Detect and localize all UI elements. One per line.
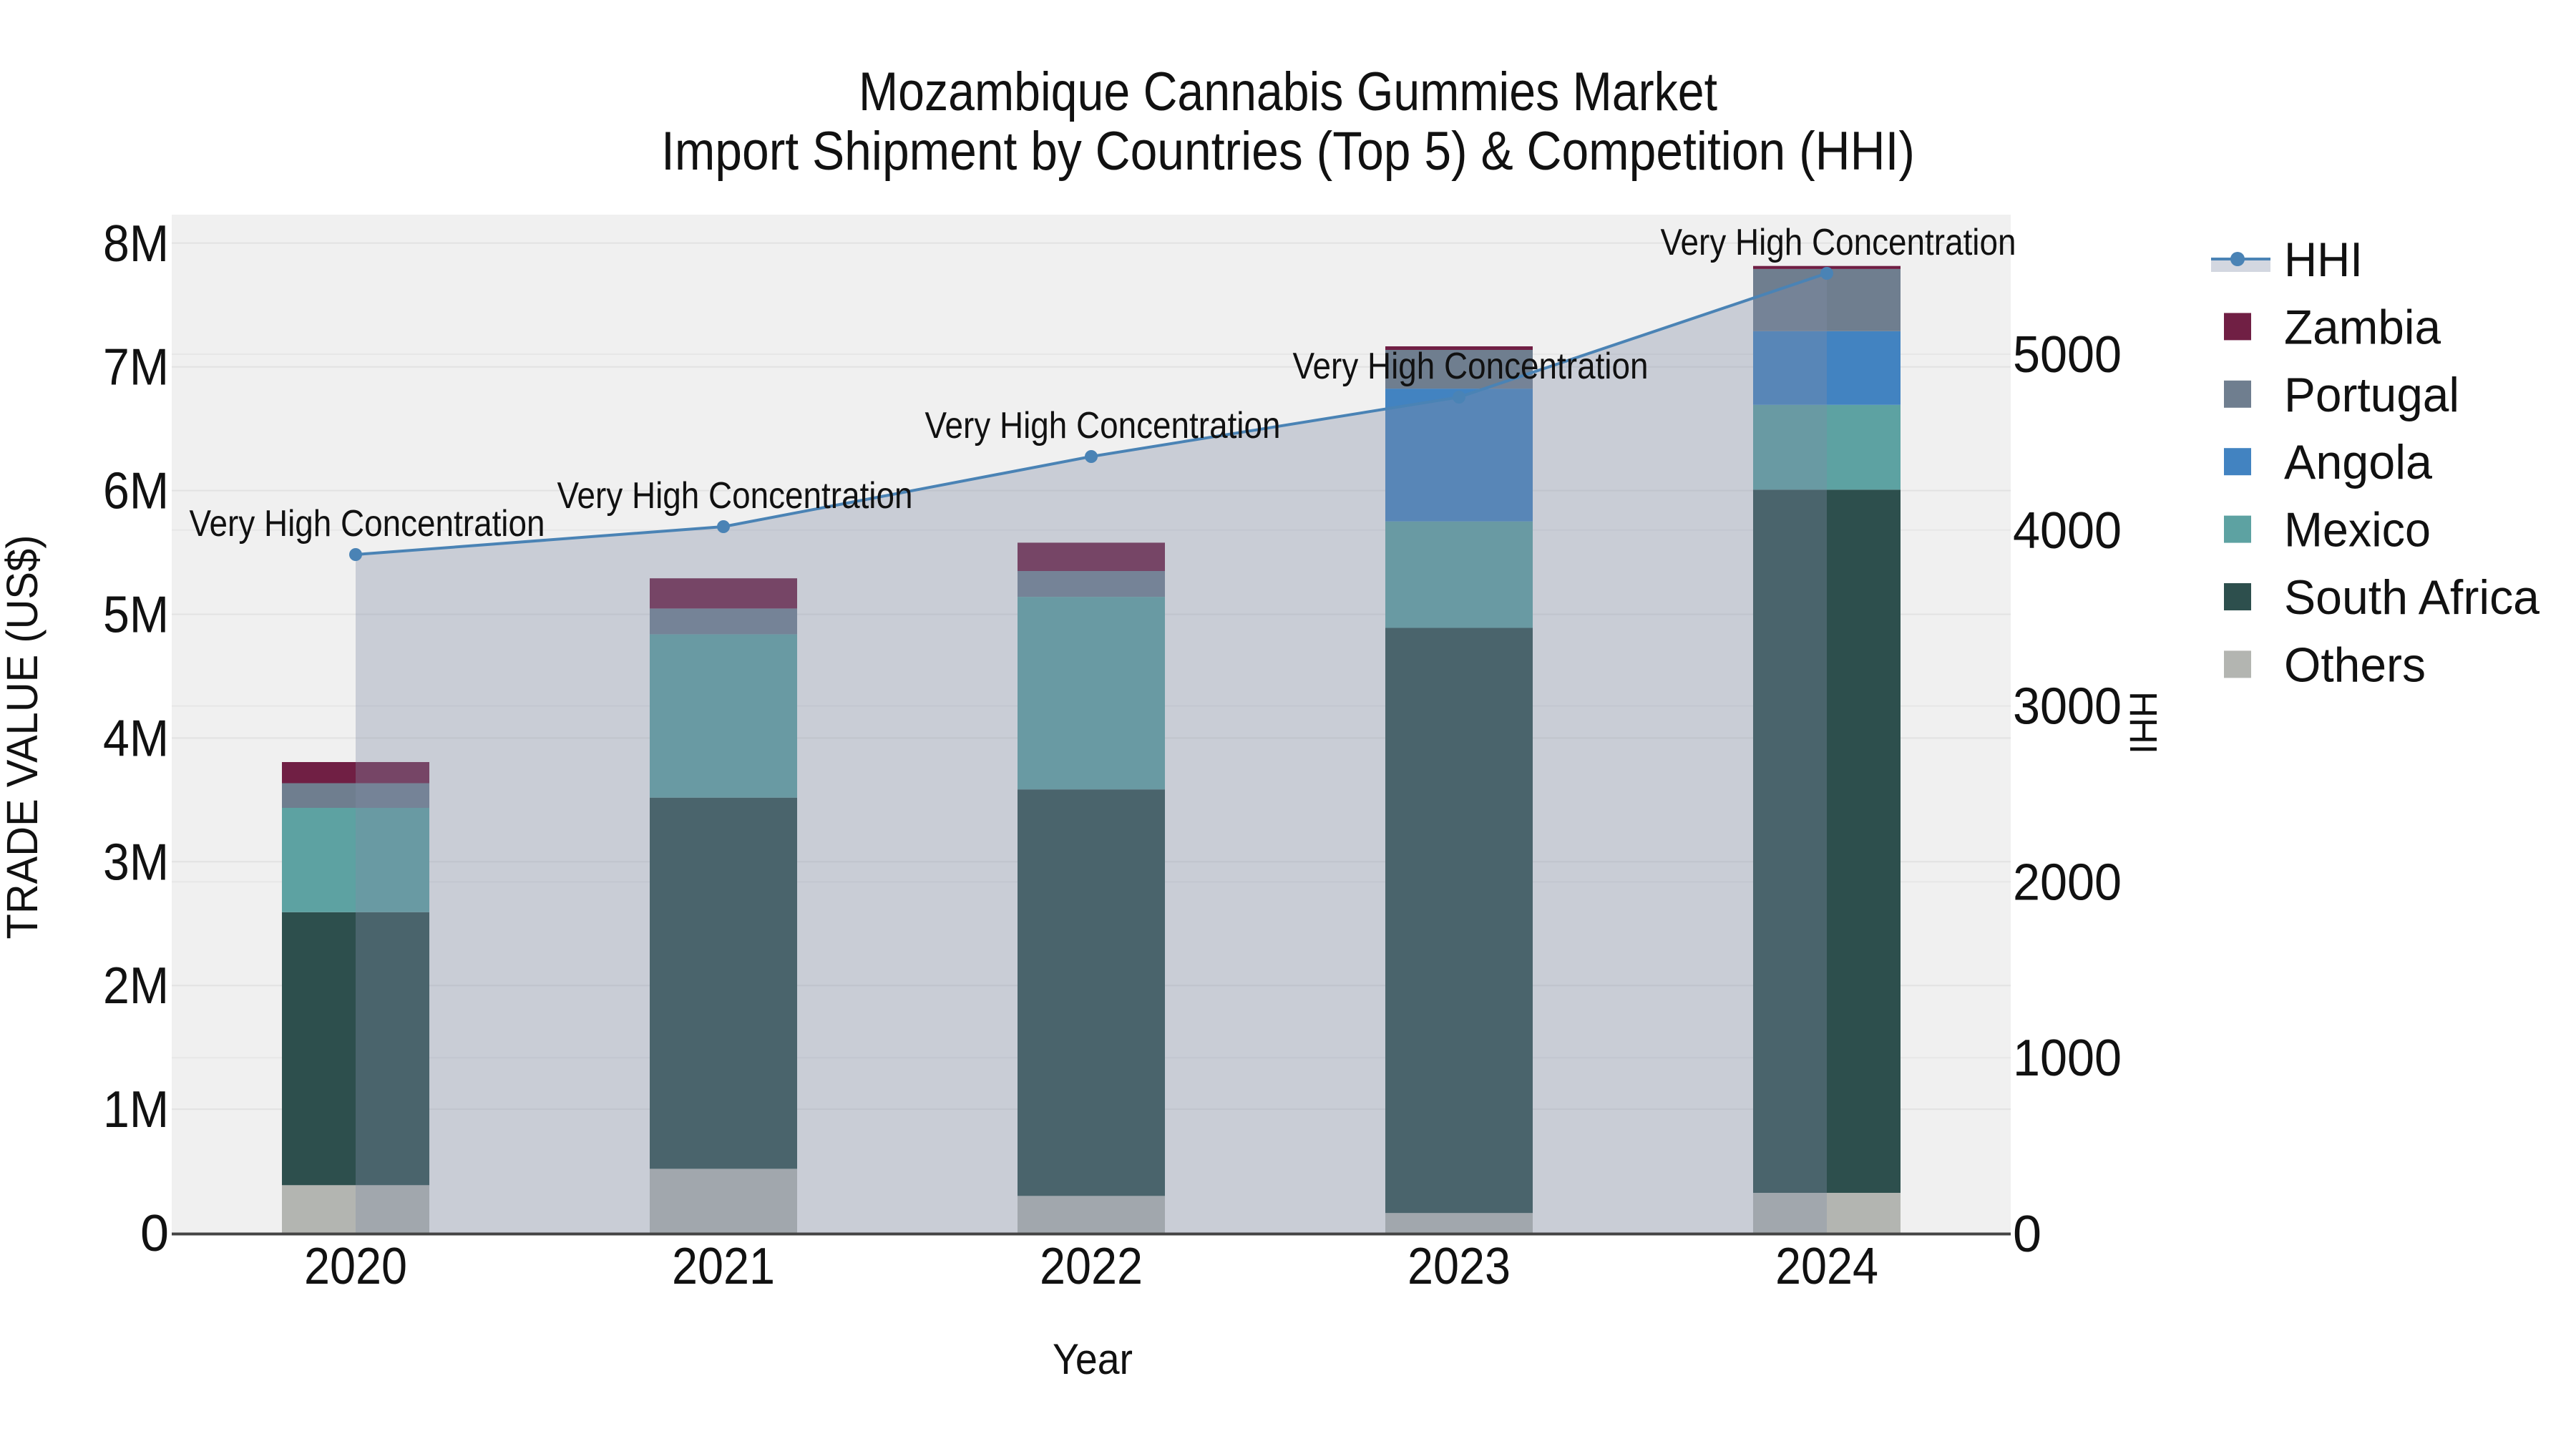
svg-text:7M: 7M bbox=[103, 339, 169, 396]
svg-text:0: 0 bbox=[2013, 1206, 2041, 1263]
svg-text:Very High Concentration: Very High Concentration bbox=[190, 502, 545, 544]
svg-text:3000: 3000 bbox=[2013, 678, 2122, 736]
svg-text:HHI: HHI bbox=[2284, 233, 2363, 287]
svg-text:2023: 2023 bbox=[1407, 1238, 1511, 1295]
svg-text:South Africa: South Africa bbox=[2284, 571, 2540, 625]
svg-text:2021: 2021 bbox=[672, 1238, 775, 1295]
svg-text:4000: 4000 bbox=[2013, 502, 2122, 560]
svg-text:1000: 1000 bbox=[2013, 1030, 2122, 1087]
svg-text:2024: 2024 bbox=[1775, 1238, 1878, 1295]
svg-text:2022: 2022 bbox=[1040, 1238, 1143, 1295]
svg-text:3M: 3M bbox=[103, 834, 169, 891]
svg-text:Mozambique Cannabis Gummies Ma: Mozambique Cannabis Gummies Market bbox=[859, 62, 1717, 122]
svg-text:5M: 5M bbox=[103, 587, 169, 644]
svg-text:4M: 4M bbox=[103, 710, 169, 767]
svg-text:TRADE VALUE (US$): TRADE VALUE (US$) bbox=[0, 535, 47, 940]
svg-text:2020: 2020 bbox=[304, 1238, 407, 1295]
svg-text:1M: 1M bbox=[103, 1081, 169, 1138]
svg-text:Others: Others bbox=[2284, 638, 2426, 692]
svg-text:2000: 2000 bbox=[2013, 854, 2122, 911]
svg-text:Very High Concentration: Very High Concentration bbox=[925, 404, 1281, 446]
svg-text:Zambia: Zambia bbox=[2284, 301, 2441, 354]
svg-text:Angola: Angola bbox=[2284, 436, 2432, 489]
svg-text:Portugal: Portugal bbox=[2284, 369, 2459, 422]
svg-text:Very High Concentration: Very High Concentration bbox=[1661, 221, 2016, 263]
svg-text:0: 0 bbox=[140, 1205, 169, 1262]
svg-text:HHI: HHI bbox=[2122, 691, 2165, 754]
svg-text:Import Shipment by Countries (: Import Shipment by Countries (Top 5) & C… bbox=[661, 121, 1915, 182]
svg-text:Very High Concentration: Very High Concentration bbox=[1293, 345, 1649, 386]
svg-text:Mexico: Mexico bbox=[2284, 504, 2431, 557]
svg-text:8M: 8M bbox=[103, 215, 169, 273]
svg-text:Year: Year bbox=[1053, 1335, 1133, 1383]
svg-text:Very High Concentration: Very High Concentration bbox=[557, 474, 913, 516]
svg-text:6M: 6M bbox=[103, 463, 169, 520]
svg-text:5000: 5000 bbox=[2013, 326, 2122, 384]
svg-text:2M: 2M bbox=[103, 957, 169, 1015]
